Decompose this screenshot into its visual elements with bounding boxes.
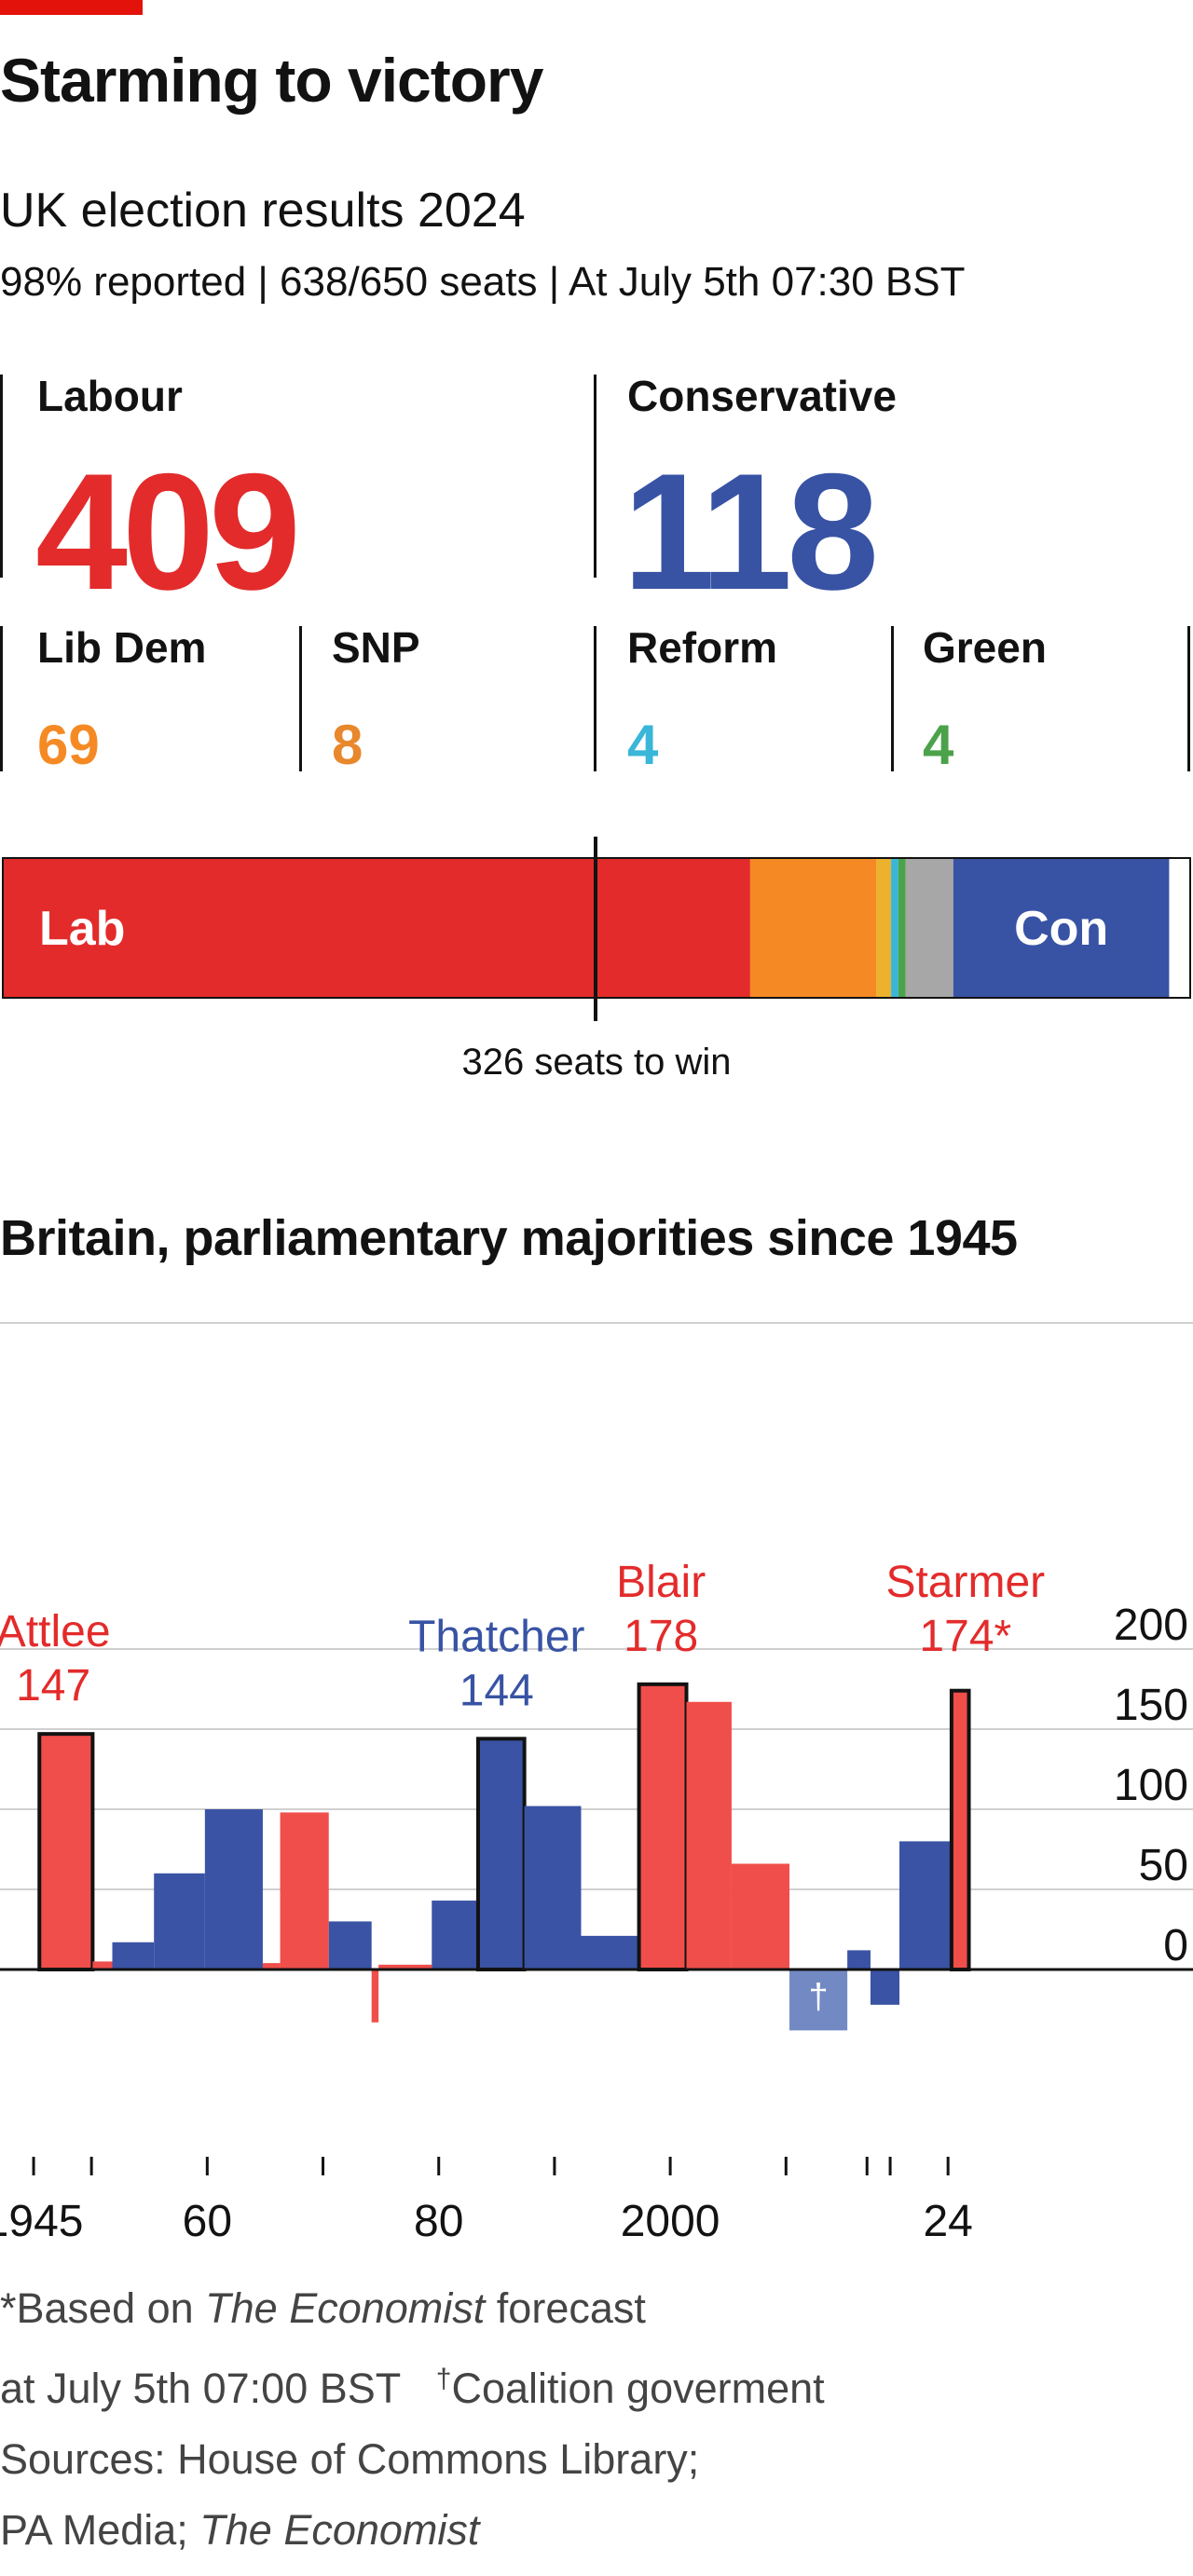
chart-title: Britain, parliamentary majorities since … [0,1210,1018,1266]
seat-label-con: Con [1014,902,1108,956]
annotation-name: Blair [616,1558,706,1607]
x-tick-label: 24 [923,2197,972,2246]
y-tick-label: 100 [1114,1761,1188,1810]
reform-seats: 4 [627,714,659,776]
annotation-value: 174* [919,1612,1011,1661]
bar-2020 [899,1841,952,1969]
seat-segment-other [905,857,953,999]
footnote-text: PA Media; [0,2506,200,2554]
bar-1955 [154,1873,205,1969]
annotation-name: Thatcher [408,1612,584,1661]
bar-1950 [92,1961,113,1969]
bar-1946 [37,1732,95,1971]
headline: Starming to victory [0,46,543,115]
majority-line [594,837,597,1021]
y-tick-label: 0 [1163,1921,1188,1970]
bar-1960 [204,1809,263,1969]
divider [891,626,894,771]
annotation-value: 147 [16,1661,90,1711]
coalition-marker: † [809,1977,829,2016]
reform-name: Reform [627,623,778,672]
footnote-text: The Economist [199,2506,480,2554]
bar-1966 [280,1812,329,1969]
bar-2010 [789,1969,848,2031]
seat-segment-reform [891,857,898,999]
conservative-name: Conservative [627,372,897,420]
seat-segment-snp [876,857,892,999]
bar-1975 [378,1964,432,1969]
annotation-name: Attlee [0,1607,111,1656]
bar-2015 [847,1950,871,1969]
x-tick-label: 60 [183,2197,232,2246]
bar-2017 [870,1969,900,2005]
bar-2005 [731,1863,790,1969]
snp-name: SNP [332,623,420,672]
footnote-text: forecast [485,2284,646,2332]
labour-seats: 409 [35,439,301,624]
dagger-symbol: † [435,2364,452,2394]
seat-label-lab: Lab [39,902,125,956]
annotation-value: 178 [624,1612,698,1661]
footnote-text: The Economist [205,2284,486,2332]
seat-segment-con [953,857,1170,999]
divider [594,626,596,771]
green-seats: 4 [923,714,954,776]
bar-1983 [475,1737,527,1971]
y-tick-label: 150 [1114,1681,1188,1730]
bar-1987 [524,1806,582,1969]
y-tick-label: 200 [1114,1601,1188,1650]
bar-1971 [328,1921,372,1969]
divider [1187,626,1190,771]
seat-segment-lab [2,857,750,999]
libdem-name: Lib Dem [37,623,207,672]
bar-1979 [432,1901,478,1969]
subtitle: UK election results 2024 [0,184,526,238]
footnote-text: Coalition goverment [451,2365,825,2412]
bar-2024 [949,1688,971,1971]
accent-bar [0,0,143,15]
reporting-status: 98% reported | 638/650 seats | At July 5… [0,259,966,305]
majority-label: 326 seats to win [461,1042,732,1083]
bar-1974 [371,1969,379,2023]
x-tick-label: 2000 [621,2197,720,2246]
seat-segment-green [898,857,906,999]
bar-1965 [262,1963,281,1969]
footnote-text: at July 5th 07:00 BST [0,2365,402,2412]
annotation-name: Starmer [885,1558,1045,1607]
footnote-text: *Based on [0,2284,206,2332]
annotation-value: 144 [459,1666,534,1715]
bar-1997 [637,1682,689,1971]
seat-segment-ld [749,857,877,999]
x-tick-label: 80 [414,2197,463,2246]
divider [594,375,596,578]
libdem-seats: 69 [37,714,100,776]
divider [0,375,3,578]
conservative-seats: 118 [623,439,879,624]
seat-bar: Lab Con [2,857,1191,999]
bar-1992 [581,1935,639,1969]
divider [299,626,302,771]
snp-seats: 8 [332,714,363,776]
majorities-chart: † 0 50 100 150 200 1945 60 80 2000 24 Attlee 147 That… [0,1322,1193,2246]
sources-line: Sources: House of Commons Library; [0,2435,700,2483]
labour-name: Labour [37,372,183,420]
bar-2001 [686,1701,732,1969]
y-tick-label: 50 [1139,1841,1188,1890]
divider [0,626,3,771]
x-tick-label: 1945 [0,2197,83,2246]
footnotes: *Based on The Economist forecast at July… [0,2273,825,2566]
bar-1952 [112,1942,155,1969]
seat-segment-undeclared [1169,857,1191,999]
green-name: Green [923,623,1047,672]
